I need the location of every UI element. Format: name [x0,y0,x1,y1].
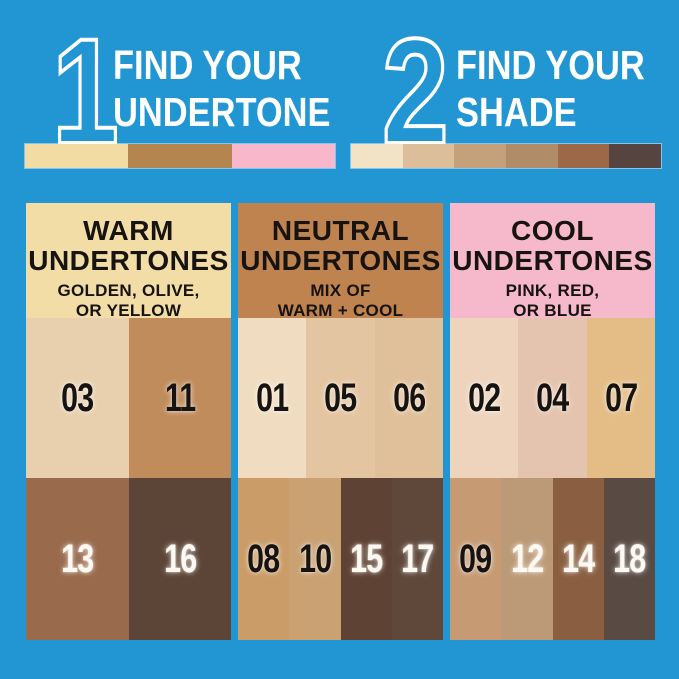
step-2-title: FIND YOUR SHADE [456,42,645,136]
warm-panel-title: WARM UNDERTONES [26,216,231,276]
undertone-bar-neutral-segment [128,144,232,168]
shade-number-13: 13 [61,536,94,581]
cool-subtitle-line1: PINK, RED, [505,281,600,300]
shade-number-05: 05 [324,375,357,420]
shade-number-14: 14 [561,536,595,581]
neutral-subtitle-line2: WARM + COOL [277,301,404,320]
shade-number-02: 02 [468,375,501,420]
step-2-number: 2 [380,7,450,175]
step-2-title-line1: FIND YOUR [456,42,645,88]
shade-number-10: 10 [298,536,332,581]
shade-swatch-13: 13 [26,478,129,640]
shade-swatch-16: 16 [128,478,231,640]
shade-number-12: 12 [510,536,544,581]
neutral-light-shades-row: 01 05 06 [238,318,443,478]
warm-undertones-panel: WARM UNDERTONES GOLDEN, OLIVE, OR YELLOW… [26,203,231,640]
shade-bar-segment-3 [454,144,507,168]
warm-title-line1: WARM [83,215,174,246]
undertone-bar-warm-segment [25,144,129,168]
cool-light-shades-row: 02 04 07 [450,318,655,478]
neutral-panel-header: NEUTRAL UNDERTONES MIX OF WARM + COOL [238,203,443,321]
shade-swatch-14: 14 [552,478,604,640]
shade-bar-segment-6 [609,144,662,168]
warm-light-shades-row: 03 11 [26,318,231,478]
shade-swatch-10: 10 [289,478,341,640]
warm-subtitle-line2: OR YELLOW [75,301,182,320]
warm-deep-shades-row: 13 16 [26,478,231,640]
step-1-title-line1: FIND YOUR [113,42,302,88]
neutral-panel-subtitle: MIX OF WARM + COOL [238,281,443,321]
neutral-subtitle-line1: MIX OF [310,281,371,300]
warm-title-line2: UNDERTONES [28,245,229,276]
shade-swatch-06: 06 [374,318,443,478]
shade-swatch-18: 18 [603,478,655,640]
shade-swatch-05: 05 [306,318,375,478]
warm-panel-header: WARM UNDERTONES GOLDEN, OLIVE, OR YELLOW [26,203,231,321]
neutral-title-line2: UNDERTONES [240,245,441,276]
step-1-title: FIND YOUR UNDERTONE [113,42,331,136]
shade-swatch-09: 09 [450,478,502,640]
step-1-number: 1 [50,7,120,175]
undertone-panels: WARM UNDERTONES GOLDEN, OLIVE, OR YELLOW… [26,203,655,640]
shade-number-09: 09 [459,536,492,581]
shade-number-04: 04 [536,375,569,420]
undertone-color-bar [25,144,335,168]
cool-subtitle-line2: OR BLUE [513,301,592,320]
shade-bar-segment-1 [351,144,403,168]
warm-panel-subtitle: GOLDEN, OLIVE, OR YELLOW [26,281,231,321]
shade-swatch-03: 03 [26,318,129,478]
shade-swatch-01: 01 [238,318,307,478]
shade-bar-segment-4 [506,144,558,168]
cool-panel-header: COOL UNDERTONES PINK, RED, OR BLUE [450,203,655,321]
shade-bar-segment-5 [557,144,610,168]
shade-number-03: 03 [61,375,94,420]
shade-number-18: 18 [613,536,646,581]
shade-number-17: 17 [401,536,434,581]
shade-bar-segment-2 [402,144,455,168]
shade-number-01: 01 [256,375,289,420]
shade-swatch-15: 15 [340,478,392,640]
shade-number-07: 07 [604,375,638,420]
shade-number-11: 11 [164,375,196,420]
shade-number-08: 08 [247,536,280,581]
cool-deep-shades-row: 09 12 14 18 [450,478,655,640]
cool-undertones-panel: COOL UNDERTONES PINK, RED, OR BLUE 02 04… [450,203,655,640]
shade-swatch-12: 12 [501,478,553,640]
neutral-undertones-panel: NEUTRAL UNDERTONES MIX OF WARM + COOL 01… [238,203,443,640]
shade-swatch-04: 04 [518,318,587,478]
warm-subtitle-line1: GOLDEN, OLIVE, [57,281,200,300]
shade-swatch-11: 11 [128,318,231,478]
cool-panel-title: COOL UNDERTONES [450,216,655,276]
shade-swatch-07: 07 [586,318,655,478]
shade-number-16: 16 [163,536,197,581]
neutral-deep-shades-row: 08 10 15 17 [238,478,443,640]
cool-panel-subtitle: PINK, RED, OR BLUE [450,281,655,321]
cool-title-line1: COOL [511,215,594,246]
shade-number-15: 15 [349,536,383,581]
shade-swatch-08: 08 [238,478,290,640]
step-1-title-line2: UNDERTONE [113,89,331,135]
neutral-title-line1: NEUTRAL [271,215,410,246]
undertone-bar-cool-segment [231,144,335,168]
cool-title-line2: UNDERTONES [452,245,653,276]
step-2-title-line2: SHADE [456,89,577,135]
shade-swatch-17: 17 [391,478,443,640]
shade-color-bar [351,144,662,168]
shade-number-06: 06 [392,375,426,420]
neutral-panel-title: NEUTRAL UNDERTONES [238,216,443,276]
shade-swatch-02: 02 [450,318,519,478]
